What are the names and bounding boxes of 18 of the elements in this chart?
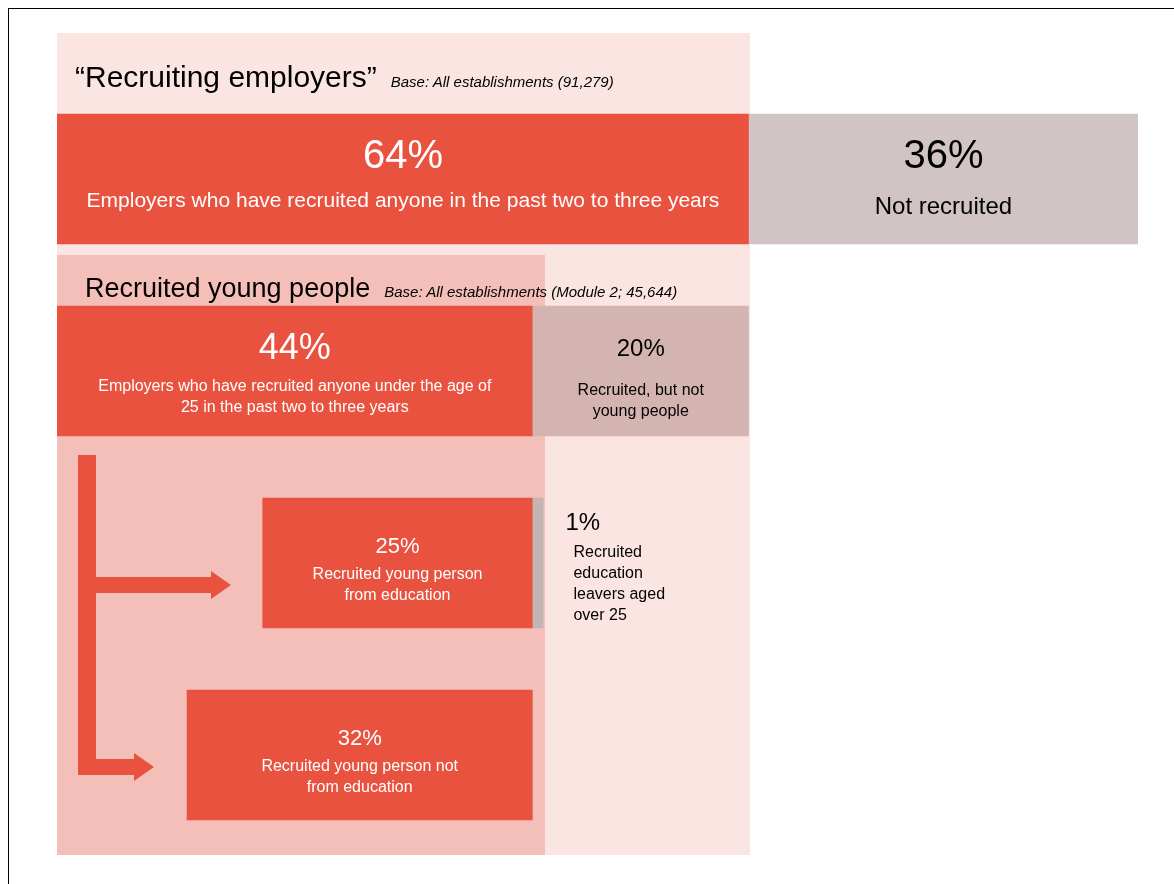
data-label: 20% [616, 333, 665, 361]
text: Recruited, but not young people [577, 381, 705, 420]
text: Recruited young people [85, 273, 371, 303]
text: Recruited education leavers aged over 25 [573, 543, 666, 623]
text: Not recruited [874, 191, 1013, 219]
data-label: 32% [337, 725, 382, 751]
data-label: 36% [903, 132, 984, 177]
data-label: 44% [258, 325, 331, 367]
category-label: Employers who have recruited anyone in the past two to three years [86, 187, 720, 211]
category-label: Employers who have recruited anyone under the age of 25 in the past two to three years [98, 377, 492, 416]
text: Base: All establishments (Module 2; 45,644) [384, 283, 678, 300]
category-label: Recruited young person from education [312, 565, 483, 604]
data-label: 1% [565, 507, 601, 535]
text: Base: All establishments (91,279) [390, 73, 614, 90]
data-label: 64% [362, 132, 443, 177]
text: “Recruiting employers” [75, 60, 377, 93]
data-label: 25% [375, 533, 420, 559]
category-label: Recruited young person not from education [261, 757, 459, 796]
